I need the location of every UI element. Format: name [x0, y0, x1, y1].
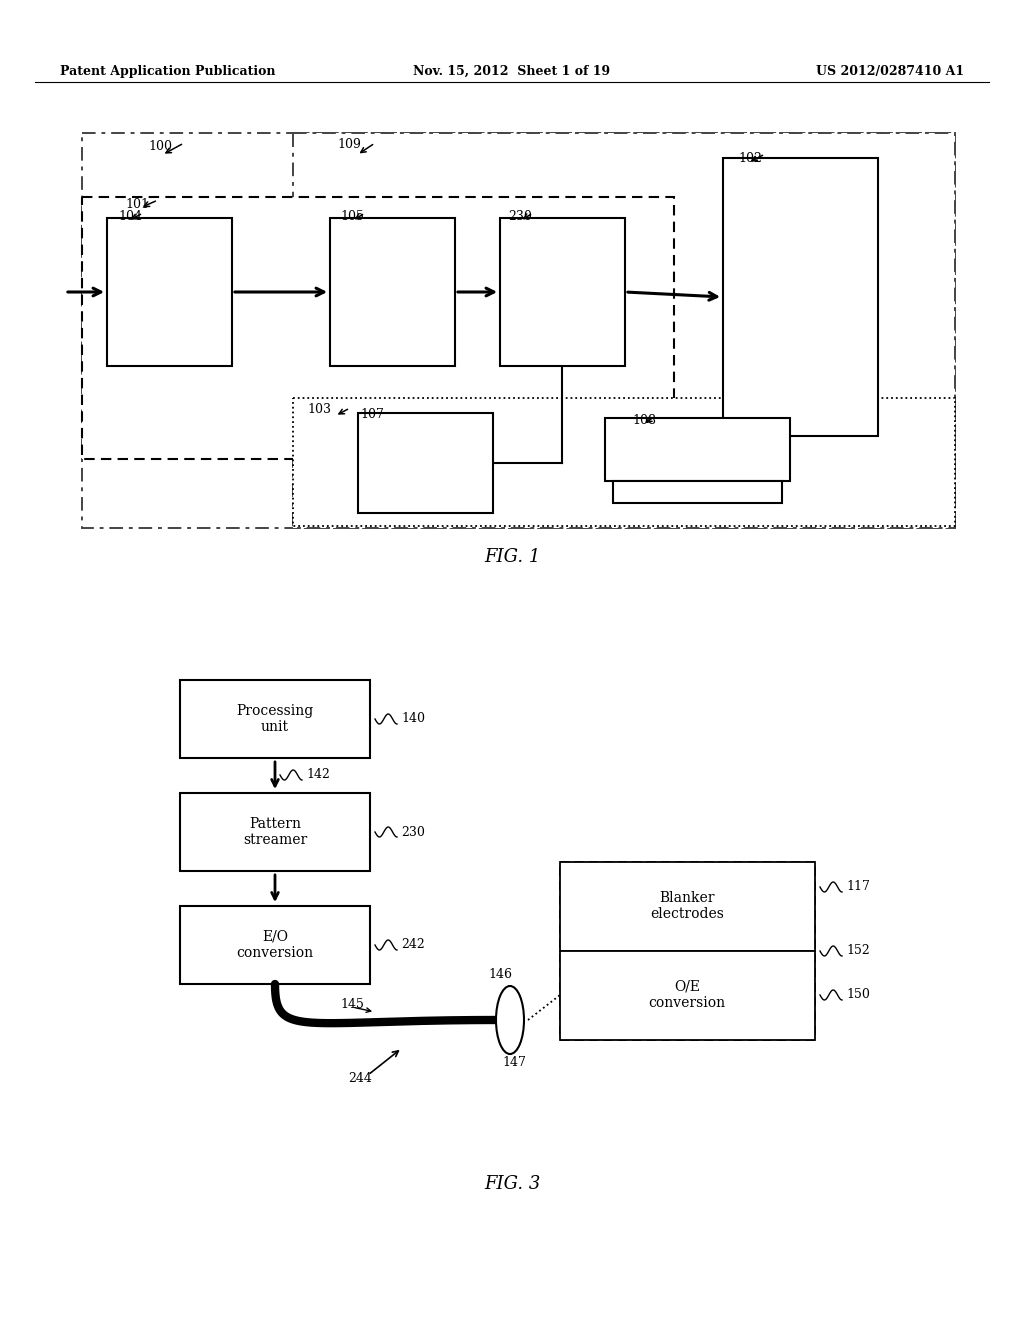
Text: US 2012/0287410 A1: US 2012/0287410 A1 — [816, 65, 964, 78]
Text: 103: 103 — [307, 403, 331, 416]
Text: 105: 105 — [340, 210, 364, 223]
Bar — [293, 399, 955, 525]
Text: 244: 244 — [348, 1072, 372, 1085]
Text: 147: 147 — [502, 1056, 526, 1068]
Text: Patent Application Publication: Patent Application Publication — [60, 65, 275, 78]
Text: E/O
conversion: E/O conversion — [237, 929, 313, 960]
Ellipse shape — [496, 986, 524, 1053]
Text: 242: 242 — [401, 939, 425, 952]
Text: 108: 108 — [632, 414, 656, 426]
Text: 117: 117 — [846, 880, 869, 894]
Text: 109: 109 — [337, 139, 360, 150]
Text: Pattern
streamer: Pattern streamer — [243, 817, 307, 847]
Text: 230: 230 — [401, 825, 425, 838]
Bar — [106, 218, 232, 366]
Text: 107: 107 — [360, 408, 384, 421]
Text: 140: 140 — [401, 713, 425, 726]
Text: FIG. 1: FIG. 1 — [483, 548, 541, 566]
Bar — [605, 418, 790, 480]
Text: 142: 142 — [306, 768, 330, 781]
Bar — [560, 862, 815, 950]
Text: 150: 150 — [846, 989, 869, 1002]
Text: 100: 100 — [148, 140, 172, 153]
Bar — [180, 793, 370, 871]
Text: 102: 102 — [738, 152, 762, 165]
Text: Blanker
electrodes: Blanker electrodes — [650, 891, 724, 921]
Bar — [560, 950, 815, 1040]
Bar — [500, 218, 625, 366]
Bar — [180, 906, 370, 983]
Bar — [82, 197, 674, 459]
Text: Processing
unit: Processing unit — [237, 704, 313, 734]
Bar — [613, 480, 782, 503]
Text: O/E
conversion: O/E conversion — [648, 979, 726, 1010]
Bar — [82, 133, 955, 528]
Text: 104: 104 — [118, 210, 142, 223]
Text: 101: 101 — [125, 198, 150, 211]
Bar — [330, 218, 455, 366]
Text: 230: 230 — [508, 210, 531, 223]
Bar — [293, 133, 955, 528]
Bar — [180, 680, 370, 758]
Text: Nov. 15, 2012  Sheet 1 of 19: Nov. 15, 2012 Sheet 1 of 19 — [414, 65, 610, 78]
Text: 152: 152 — [846, 945, 869, 957]
Bar — [358, 413, 493, 513]
Bar — [723, 158, 878, 436]
Text: 146: 146 — [488, 969, 512, 982]
Text: 145: 145 — [340, 998, 364, 1011]
Text: FIG. 3: FIG. 3 — [483, 1175, 541, 1193]
Bar — [560, 862, 815, 1040]
